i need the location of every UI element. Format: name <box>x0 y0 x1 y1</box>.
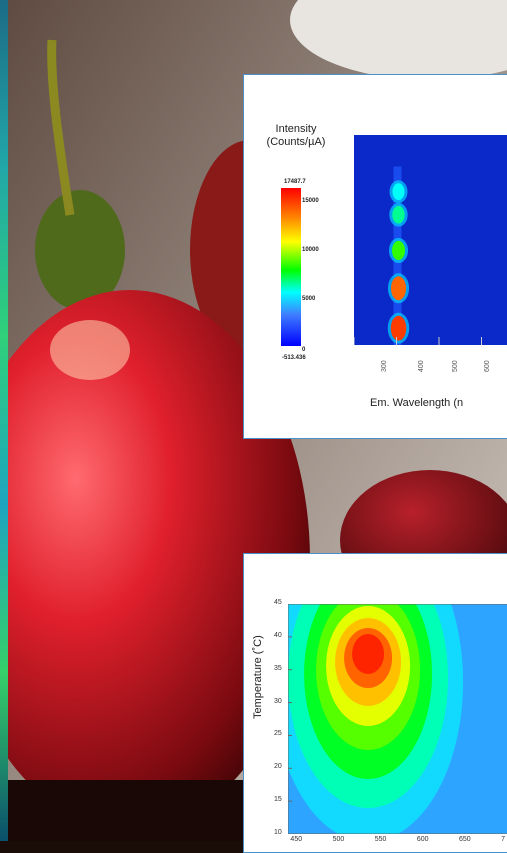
peak-0 <box>392 183 405 201</box>
colorbar-tick-5000: 5000 <box>302 296 316 302</box>
colorbar <box>281 188 301 346</box>
y-tick-35: 35 <box>274 664 282 672</box>
colorbar-title: Intensity (Counts/µA) <box>244 123 348 149</box>
colorbar-max-label: 17487.7 <box>284 179 306 185</box>
colorbar-title-line2: (Counts/µA) <box>266 136 326 148</box>
x-tick-500: 500 <box>332 836 345 843</box>
x-tick-500: 500 <box>452 360 459 372</box>
peak-2 <box>391 240 406 261</box>
x-axis-label: Em. Wavelength (n <box>370 397 464 409</box>
temperature-heatmap-panel: Temperature (˚C) 45 40 35 30 25 20 15 10 450 500… <box>243 553 507 853</box>
x-tick-7: 7 <box>501 836 506 843</box>
left-color-strip <box>0 0 8 841</box>
peak-3 <box>390 276 407 301</box>
y-axis-label: Temperature (˚C) <box>252 635 264 719</box>
colorbar-tick-10000: 10000 <box>302 247 319 253</box>
y-tick-10: 10 <box>274 829 282 836</box>
y-tick-45: 45 <box>274 599 282 606</box>
y-tick-15: 15 <box>274 796 282 804</box>
x-tick-650: 650 <box>459 836 471 843</box>
y-tick-25: 25 <box>274 730 282 738</box>
colorbar-min-label: -513.436 <box>282 355 306 361</box>
x-tick-550: 550 <box>374 836 387 843</box>
y-tick-40: 40 <box>274 631 282 639</box>
x-tick-300: 300 <box>381 360 388 372</box>
heatmap-background <box>354 135 507 345</box>
y-tick-20: 20 <box>274 763 282 771</box>
peak-4 <box>390 315 407 341</box>
eem-heatmap <box>354 135 507 345</box>
temperature-heatmap <box>288 604 507 834</box>
x-tick-600: 600 <box>416 836 429 843</box>
colorbar-tick-0: 0 <box>302 347 306 353</box>
colorbar-tick-15000: 15000 <box>302 198 319 204</box>
contour-level-7 <box>352 634 385 674</box>
y-tick-30: 30 <box>274 697 282 705</box>
x-tick-400: 400 <box>418 360 425 372</box>
x-tick-600: 600 <box>484 360 491 372</box>
excitation-emission-panel: Intensity (Counts/µA) 17487.7 15000 1000… <box>243 74 507 439</box>
x-tick-450: 450 <box>290 836 303 843</box>
colorbar-title-line1: Intensity <box>275 123 317 135</box>
peak-1 <box>392 205 405 224</box>
